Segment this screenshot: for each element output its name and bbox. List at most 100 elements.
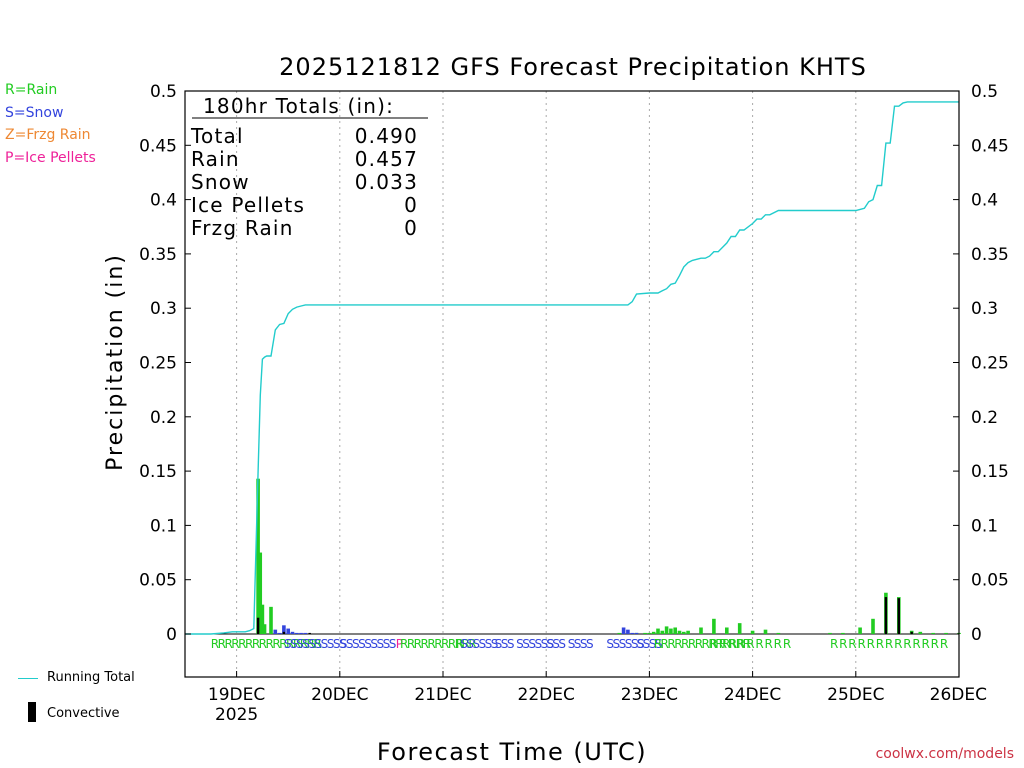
bar-snow-8: [621, 627, 626, 634]
ytick-label-left-8: 0.4: [150, 191, 177, 211]
bar-snow-0: [273, 629, 278, 634]
running-total-swatch: [18, 678, 38, 679]
bar-rain-9: [647, 632, 652, 634]
legend-snow: S=Snow: [5, 105, 64, 121]
type-mark-8: SSSSSS: [516, 637, 554, 651]
ytick-label-right-1: 0.05: [971, 571, 1009, 591]
bar-rain-16: [677, 630, 682, 634]
type-mark-10: SSSS: [568, 637, 593, 651]
bar-rain-5: [617, 632, 622, 634]
y-axis-right: 0 0.05 0.1 0.15 0.2 0.25 0.3 0.35 0.4 0.45 0.5: [953, 82, 1009, 645]
bar-rain-19: [699, 627, 703, 634]
bar-rain-12: [660, 630, 665, 634]
bar-rain-2: [260, 604, 265, 634]
bar-rain-14: [669, 628, 673, 634]
ytick-label-left-5: 0.25: [139, 354, 177, 374]
xtick-label-1: 20DEC: [311, 685, 368, 705]
ytick-label-right-6: 0.3: [971, 299, 998, 319]
bar-rain-3: [262, 624, 267, 634]
bar-rain-22: [737, 623, 742, 634]
bar-rain-8: [643, 632, 647, 634]
x-axis-label: Forecast Time (UTC): [377, 738, 647, 766]
totals-row-value-4: 0: [404, 216, 418, 240]
ytick-label-left-3: 0.15: [139, 462, 177, 482]
legend-frzg-rain: Z=Frzg Rain: [5, 127, 91, 143]
totals-row-name-3: Ice Pellets: [191, 193, 305, 217]
ytick-label-right-2: 0.1: [971, 516, 998, 536]
bar-rain-20: [712, 618, 716, 634]
bar-rain-27: [841, 632, 845, 634]
ytick-label-left-1: 0.05: [139, 571, 177, 591]
xtick-label-7: 26DEC: [930, 685, 987, 705]
credit-text: coolwx.com/models: [875, 746, 1014, 762]
type-mark-1: SSSSSSSSSS: [284, 637, 346, 651]
y-axis-label: Precipitation (in): [103, 253, 128, 471]
type-mark-9: SSS: [546, 637, 565, 651]
type-mark-7: SSS: [495, 637, 514, 651]
bar-snow-1: [277, 632, 282, 634]
bar-snow-4: [290, 631, 295, 634]
xtick-label-4: 23DEC: [621, 685, 678, 705]
type-mark-14: R R R R R R R R R: [710, 637, 791, 651]
ytick-label-right-9: 0.45: [971, 136, 1009, 156]
bar-snow-6: [299, 632, 303, 634]
bars: [256, 478, 961, 634]
bar-snow-5: [295, 632, 299, 634]
totals-header: 180hr Totals (in):: [203, 94, 394, 118]
type-mark-3: P: [396, 637, 403, 651]
bar-rain-29: [871, 618, 875, 634]
ytick-label-right-10: 0.5: [971, 82, 998, 102]
bar-rain-4: [269, 606, 273, 634]
legend-rain: R=Rain: [5, 82, 58, 98]
totals-row-name-2: Snow: [191, 170, 250, 194]
bar-rain-21: [725, 627, 729, 634]
type-mark-6: SSSSSS: [460, 637, 498, 651]
bar-rain-18: [686, 630, 690, 634]
ytick-label-right-0: 0: [971, 625, 982, 645]
xtick-label-6: 25DEC: [827, 685, 884, 705]
bar-rain-17: [682, 631, 686, 634]
running-total-line: [185, 101, 959, 635]
bar-convective-3: [884, 597, 888, 634]
xtick-label-0: 19DEC: [208, 685, 265, 705]
bar-rain-35: [944, 632, 948, 634]
legend-convective: Convective: [47, 706, 120, 721]
ytick-label-left-6: 0.3: [150, 299, 177, 319]
bar-snow-11: [634, 632, 639, 634]
ytick-label-right-4: 0.2: [971, 408, 998, 428]
legend-ice-pellets: P=Ice Pellets: [5, 150, 96, 166]
totals-row-name-1: Rain: [191, 147, 240, 171]
bar-rain-28: [858, 627, 862, 634]
bar-convective-1: [282, 631, 286, 634]
xtick-year-label: 2025: [215, 705, 258, 725]
bar-convective-4: [897, 598, 900, 634]
ytick-label-left-0: 0: [166, 625, 177, 645]
bar-rain-26: [828, 632, 832, 634]
totals-row-name-0: Total: [190, 124, 244, 148]
bar-rain-10: [651, 631, 656, 634]
type-mark-5: R: [456, 637, 464, 651]
plot-frame: [184, 90, 960, 678]
totals-row-value-2: 0.033: [355, 170, 418, 194]
bar-snow-3: [286, 628, 290, 634]
totals-row-value-0: 0.490: [355, 124, 418, 148]
bar-rain-34: [931, 632, 935, 634]
bar-convective-2: [308, 632, 311, 634]
bar-rain-0: [256, 478, 260, 634]
bar-rain-13: [664, 626, 669, 634]
y-axis-left: 0 0.05 0.1 0.15 0.2 0.25 0.3 0.35 0.4 0.45 0.5: [139, 82, 191, 645]
ytick-label-right-7: 0.35: [971, 245, 1009, 265]
totals-row-value-1: 0.457: [355, 147, 418, 171]
bar-rain-33: [918, 631, 923, 634]
type-mark-4: RRRRRRRRRRR: [400, 637, 476, 651]
legend-running-total: Running Total: [47, 670, 135, 685]
bar-rain-25: [776, 632, 781, 634]
ytick-label-left-10: 0.5: [150, 82, 177, 102]
ytick-label-left-7: 0.35: [139, 245, 177, 265]
ytick-label-left-4: 0.2: [150, 408, 177, 428]
xtick-label-5: 24DEC: [724, 685, 781, 705]
ytick-label-left-2: 0.1: [150, 516, 177, 536]
type-mark-0: RRRRRRRRRRRRRRRR: [211, 637, 322, 651]
ytick-label-right-3: 0.15: [971, 462, 1009, 482]
